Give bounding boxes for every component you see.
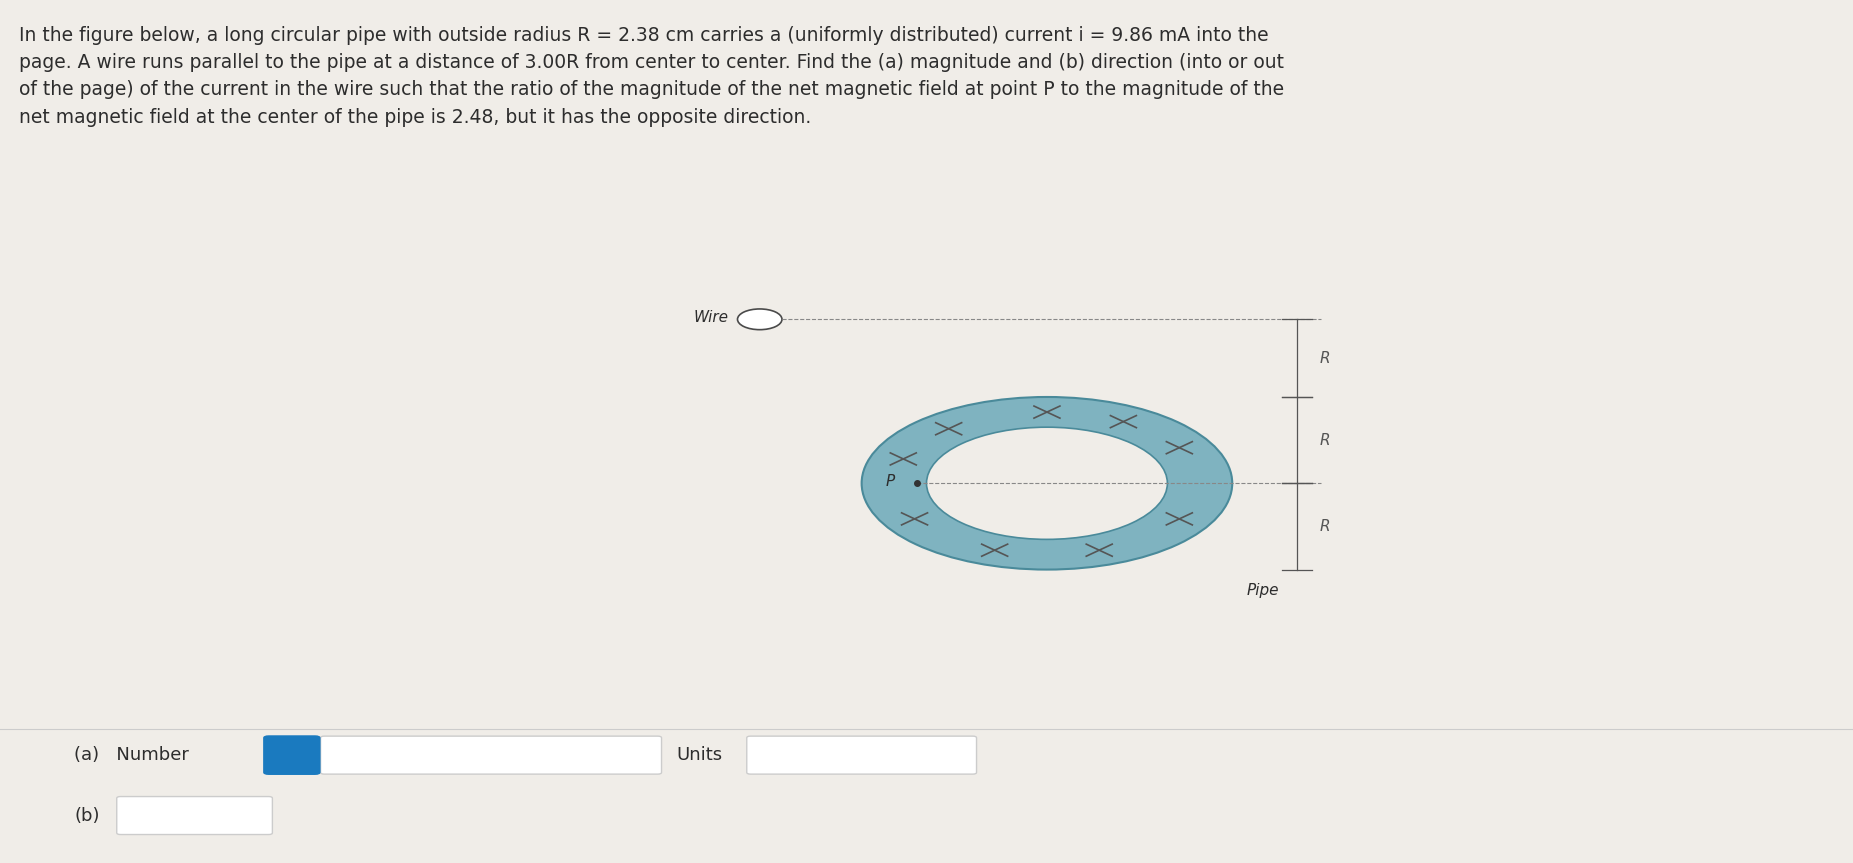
Text: R: R [1319,432,1330,448]
Text: In the figure below, a long circular pipe with outside radius R = 2.38 cm carrie: In the figure below, a long circular pip… [19,26,1284,127]
Circle shape [862,397,1232,570]
Text: P: P [886,474,895,489]
Text: (b): (b) [74,807,100,824]
FancyBboxPatch shape [747,736,977,774]
Text: Wire: Wire [693,310,728,325]
Text: R: R [1319,519,1330,534]
Text: R: R [1319,350,1330,366]
Text: ∨: ∨ [956,748,964,762]
FancyBboxPatch shape [321,736,662,774]
Text: i: i [289,746,295,764]
Text: (a)   Number: (a) Number [74,746,189,764]
Text: ∨: ∨ [252,809,259,822]
Circle shape [737,309,782,330]
Text: Pipe: Pipe [1247,583,1280,597]
FancyBboxPatch shape [263,735,321,775]
Circle shape [926,427,1167,539]
FancyBboxPatch shape [117,797,272,835]
Text: Units: Units [676,746,723,764]
